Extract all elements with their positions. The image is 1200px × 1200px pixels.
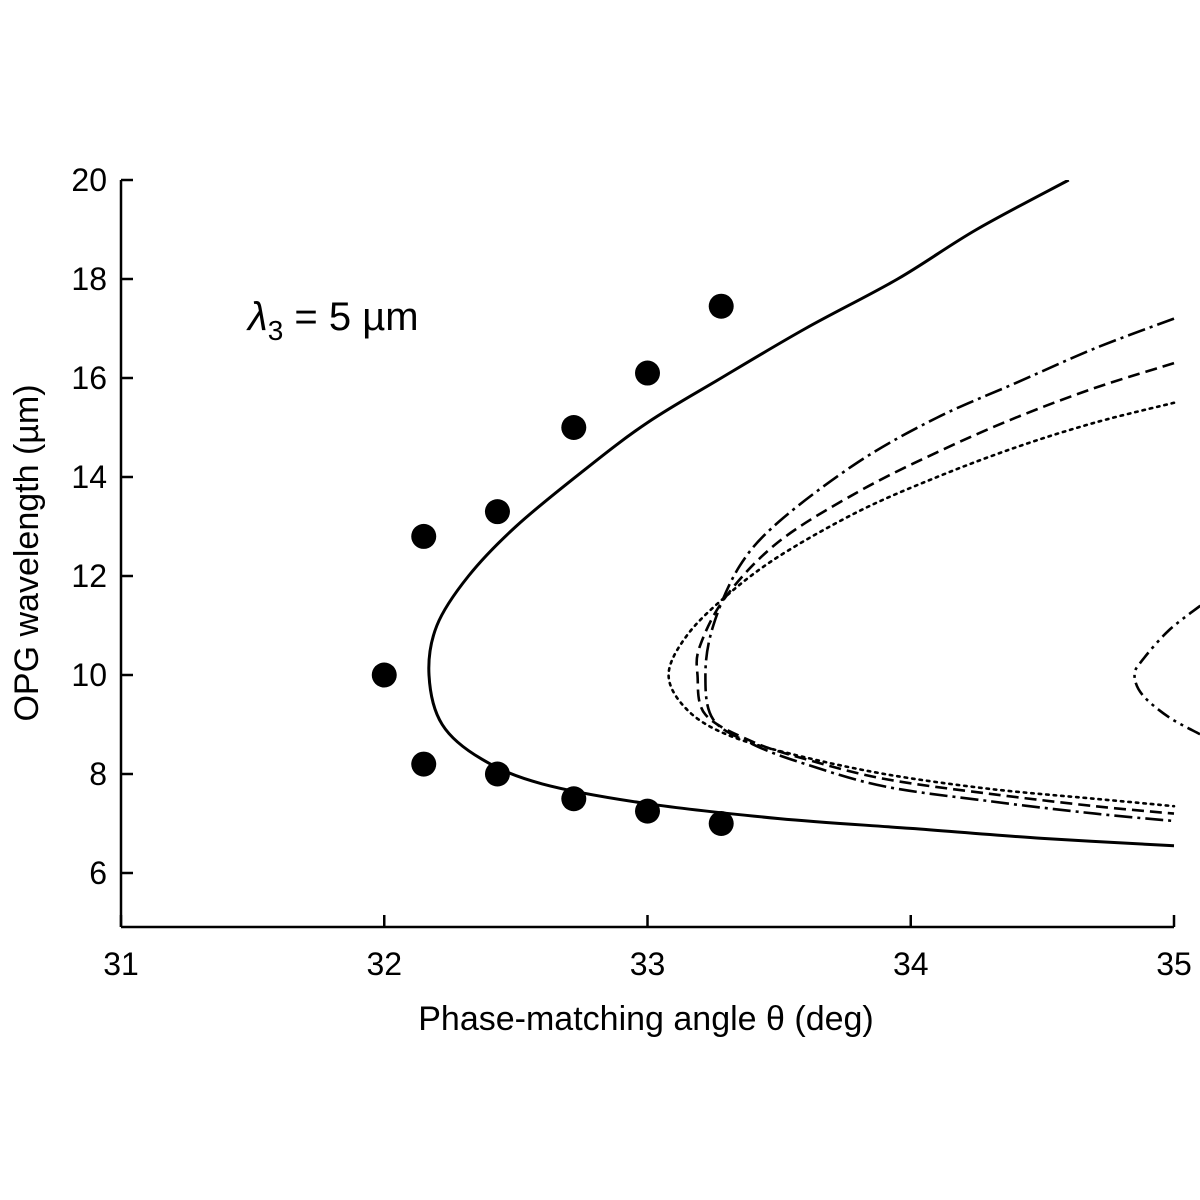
y-tick-label: 16	[71, 360, 107, 396]
y-tick-label: 8	[89, 756, 107, 792]
x-tick-label: 33	[630, 946, 666, 982]
data-point	[411, 751, 437, 777]
axes-layer: 31 32 33 34 35 6 8 10 12 14 16 18 20	[71, 162, 1191, 982]
markers-layer	[371, 293, 734, 836]
y-tick-label: 14	[71, 459, 107, 495]
x-axis-label: Phase-matching angle θ (deg)	[418, 1000, 874, 1038]
y-tick-label: 6	[89, 855, 107, 891]
y-tick-label: 12	[71, 558, 107, 594]
data-point	[708, 811, 734, 836]
lambda-subscript: 3	[268, 315, 284, 346]
curve-dashed	[695, 361, 1175, 815]
data-point	[561, 415, 587, 440]
data-point	[635, 360, 660, 386]
data-point	[484, 499, 510, 525]
curve-solid	[427, 180, 1175, 848]
curve-dash-dot	[704, 317, 1175, 823]
y-tick-label: 20	[71, 162, 107, 198]
curves-layer	[427, 180, 1200, 848]
y-tick-label: 10	[71, 657, 107, 693]
data-point	[708, 293, 734, 319]
x-tick-label: 32	[366, 946, 402, 982]
lambda-value: = 5 µm	[283, 295, 418, 339]
x-tick-label: 34	[893, 946, 929, 982]
curve-dotted	[667, 401, 1176, 808]
curve-dash-dot-dot	[1133, 604, 1200, 736]
lambda-symbol: λ	[246, 295, 268, 339]
data-point	[561, 786, 587, 812]
data-point	[484, 761, 510, 787]
y-tick-label: 18	[71, 261, 107, 297]
lambda-annotation: λ3 = 5 µm	[246, 295, 419, 346]
data-point	[371, 662, 397, 688]
x-tick-label: 35	[1156, 946, 1192, 982]
x-tick-label: 31	[103, 946, 139, 982]
data-point	[411, 523, 437, 549]
y-axis-label: OPG wavelength (µm)	[8, 384, 46, 721]
data-point	[635, 798, 660, 824]
